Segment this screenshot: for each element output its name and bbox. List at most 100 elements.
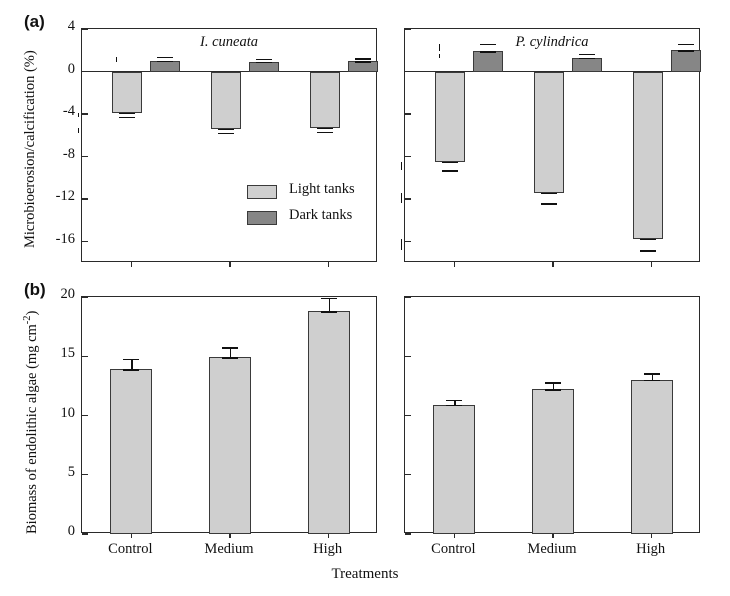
legend-label: Dark tanks — [289, 207, 353, 223]
x-tick — [327, 532, 330, 538]
x-tick — [229, 532, 231, 538]
bar — [632, 71, 663, 239]
bar — [307, 311, 350, 534]
error-bar-cap — [222, 347, 238, 349]
x-tick — [229, 261, 231, 267]
x-tick-label: Control — [108, 541, 153, 557]
y-tick-label: 0 — [67, 523, 75, 539]
bar — [433, 404, 476, 534]
error-bar-cap — [157, 57, 174, 59]
y-tick — [82, 241, 88, 243]
error-bar-line — [439, 53, 441, 58]
y-tick — [82, 296, 88, 298]
y-tick — [82, 28, 88, 30]
y-tick — [405, 155, 411, 158]
error-bar-cap — [316, 127, 333, 130]
bar — [572, 57, 602, 72]
error-bar-cap — [442, 170, 459, 172]
y-tick-label: 15 — [60, 345, 76, 362]
legend-swatch — [247, 185, 277, 199]
x-tick-label: High — [313, 541, 343, 557]
x-tick — [650, 261, 653, 267]
y-tick — [82, 533, 88, 535]
error-bar-cap — [639, 238, 656, 240]
species-title: I. cuneata — [200, 34, 258, 50]
error-bar-line — [78, 113, 80, 117]
error-bar-cap — [256, 61, 272, 64]
y-tick — [405, 198, 411, 200]
error-bar-cap — [256, 58, 272, 61]
y-tick — [82, 474, 88, 476]
error-bar-cap — [119, 116, 136, 119]
error-bar-line — [401, 238, 403, 251]
y-tick-label: 4 — [67, 18, 75, 34]
error-bar-cap — [579, 53, 595, 56]
bar — [249, 61, 279, 72]
x-tick — [453, 532, 456, 538]
error-bar-cap — [218, 128, 234, 131]
error-bar-line — [131, 358, 133, 370]
plot-area-a-left — [78, 28, 378, 267]
y-tick — [405, 355, 411, 357]
bar — [347, 61, 378, 72]
x-tick — [650, 532, 653, 538]
y-tick — [82, 198, 88, 200]
error-bar-line — [116, 58, 118, 62]
y-tick — [405, 241, 411, 243]
y-tick — [405, 113, 411, 115]
yaxis-title-b-close: ) — [23, 310, 40, 316]
error-bar-cap — [123, 358, 140, 360]
x-tick — [130, 261, 133, 267]
x-tick-label: Control — [431, 541, 476, 557]
error-bar-cap — [677, 43, 694, 46]
bar — [112, 71, 143, 113]
y-tick-label: 0 — [67, 60, 75, 77]
error-bar-cap — [545, 389, 561, 391]
error-bar-cap — [446, 399, 463, 401]
y-tick-label: -8 — [62, 145, 75, 162]
y-tick-label: -16 — [55, 230, 75, 247]
panel-tag-b: (b) — [24, 280, 46, 299]
legend-swatch — [247, 211, 277, 225]
y-tick — [82, 414, 88, 417]
error-bar-line — [401, 192, 403, 204]
error-bar-cap — [643, 373, 660, 375]
bar — [211, 71, 241, 129]
species-title: P. cylindrica — [515, 34, 589, 50]
bar — [670, 50, 701, 72]
plot-area-b-right — [404, 296, 700, 538]
error-bar-cap — [320, 311, 337, 313]
bar — [630, 379, 673, 534]
bar — [473, 51, 504, 72]
error-bar-cap — [320, 298, 337, 300]
bar — [309, 71, 340, 128]
y-tick-label: -4 — [62, 103, 75, 120]
error-bar-cap — [446, 404, 463, 407]
bar — [110, 369, 153, 534]
error-bar-cap — [541, 203, 557, 205]
error-bar-cap — [316, 132, 333, 134]
error-bar-line — [454, 399, 456, 405]
x-tick — [130, 532, 133, 538]
error-bar-cap — [354, 58, 371, 60]
bar — [150, 60, 181, 72]
x-tick-label: High — [636, 541, 666, 557]
error-bar-cap — [579, 57, 595, 59]
yaxis-title-b: Biomass of endolithic algae (mg cm-2) — [22, 311, 41, 534]
error-bar-line — [651, 373, 653, 380]
panel-tag-a: (a) — [24, 12, 45, 31]
error-bar-cap — [480, 43, 497, 46]
error-bar-line — [230, 347, 232, 358]
y-tick — [405, 533, 411, 535]
error-bar-cap — [218, 132, 234, 134]
error-bar-cap — [545, 382, 561, 384]
error-bar-line — [553, 382, 555, 390]
x-tick — [453, 261, 456, 267]
error-bar-line — [439, 43, 441, 51]
error-bar-cap — [119, 113, 136, 115]
error-bar-cap — [123, 369, 140, 371]
error-bar-cap — [480, 51, 497, 53]
y-tick-label: 20 — [60, 286, 76, 302]
y-tick-label: 5 — [67, 463, 75, 480]
error-bar-line — [78, 127, 80, 133]
